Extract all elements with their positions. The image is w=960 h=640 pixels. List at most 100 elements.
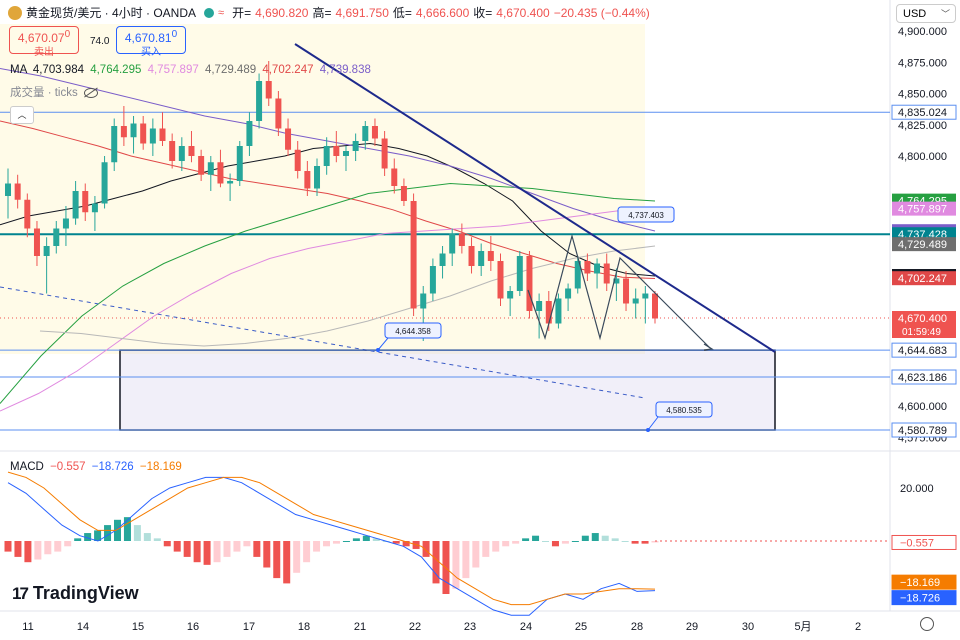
- macd-hist-bar-42: [422, 541, 430, 557]
- price-tag-10: 4,623.186: [898, 372, 947, 384]
- macd-hist-bar-15: [153, 538, 161, 541]
- price-annotation-2: 4,580.535: [666, 406, 702, 415]
- macd-hist-bar-51: [512, 541, 520, 544]
- macd-hist-bar-37: [372, 538, 380, 541]
- price-annotation-0: 4,737.403: [628, 211, 664, 220]
- spread-value: 74.0: [90, 36, 110, 47]
- wave-icon: ≈: [218, 6, 225, 19]
- macd-legend[interactable]: MACD −0.557 −18.726 −18.169: [10, 461, 182, 473]
- descending-trendline: [294, 43, 776, 353]
- macd-hist-bar-56: [561, 541, 569, 544]
- macd-hist-bar-33: [332, 541, 340, 544]
- macd-hist-bar-1: [14, 541, 22, 557]
- candle-body-12: [120, 126, 127, 138]
- price-tag-bg-8: [892, 311, 956, 325]
- candle-body-6: [62, 218, 69, 229]
- candle-body-34: [333, 146, 340, 156]
- x-tick-label-11: 28: [631, 621, 643, 633]
- macd-hist-bar-43: [432, 541, 440, 584]
- annotation-dot-2: [646, 428, 650, 432]
- buy-button[interactable]: 4,670.810 买入: [116, 26, 186, 58]
- macd-hist-bar-26: [263, 541, 271, 568]
- collapse-legend-button[interactable]: ︿: [10, 106, 34, 124]
- dashed-trendline: [0, 286, 646, 399]
- candle-body-46: [449, 233, 456, 254]
- symbol-title[interactable]: 黄金现货/美元 · 4小时 · OANDA: [26, 6, 197, 20]
- macd-hist-bar-63: [631, 541, 639, 544]
- open-value: 4,690.820: [255, 5, 309, 20]
- price-annotation-box-2: [655, 401, 713, 418]
- macd-hist-bar-12: [123, 517, 131, 541]
- ma-value-6: 4,739.838: [319, 64, 371, 76]
- eye-hidden-icon[interactable]: [83, 87, 98, 98]
- sell-price-sup: 0: [64, 29, 71, 40]
- macd-hist-bar-58: [581, 535, 589, 541]
- candle-body-45: [439, 253, 446, 266]
- ma-legend[interactable]: MA 4,703.984 4,764.295 4,757.897 4,729.4…: [10, 64, 371, 76]
- candle-body-49: [478, 251, 485, 266]
- price-tag-2: 4,757.897: [898, 204, 947, 216]
- candle-body-2: [24, 199, 31, 229]
- sell-button[interactable]: 4,670.070 卖出: [9, 26, 79, 58]
- candle-body-59: [574, 261, 581, 289]
- candle-body-4: [43, 246, 50, 256]
- price-tag-bg-10: [891, 369, 957, 385]
- countdown-bg: [892, 325, 956, 338]
- buy-price-sup: 0: [171, 29, 178, 40]
- macd-line-tag-bg: [891, 590, 957, 606]
- macd-hist-bar-60: [601, 535, 609, 541]
- price-tag-bg-2: [892, 201, 956, 216]
- candle-body-24: [236, 146, 243, 181]
- candle-body-40: [391, 168, 398, 186]
- macd-hist-bar-30: [303, 541, 311, 563]
- macd-line-tag: −18.726: [900, 593, 940, 605]
- y-tick-label-4: 4,800.000: [898, 151, 947, 163]
- macd-hist-bar-55: [551, 541, 559, 547]
- tradingview-logo-icon: 17: [12, 583, 29, 603]
- currency-select[interactable]: USD ﹀: [896, 4, 956, 23]
- macd-hist-bar-49: [492, 541, 500, 552]
- macd-hist-bar-0: [4, 541, 12, 552]
- candle-body-8: [82, 191, 89, 213]
- candle-body-55: [536, 301, 543, 311]
- macd-signal_line: [7, 471, 656, 606]
- low-label: 低=: [392, 6, 412, 20]
- y-tick-label-5: 4,600.000: [898, 401, 947, 413]
- price-annotation-1: 4,644.358: [395, 327, 431, 336]
- price-tag-bg-5: [892, 237, 956, 252]
- candle-body-42: [410, 201, 417, 309]
- sell-price: 4,670.07: [17, 31, 65, 45]
- candle-body-30: [294, 149, 301, 171]
- gear-icon[interactable]: [920, 617, 934, 631]
- price-tag-bg-11: [891, 422, 957, 438]
- macd-hist-bar-5: [54, 541, 62, 552]
- x-tick-label-14: 5月: [794, 621, 811, 633]
- countdown-label: 01:59:49: [902, 327, 941, 338]
- candle-body-33: [323, 146, 330, 166]
- candle-body-14: [140, 123, 147, 144]
- change-value: −20.435 (−0.44%): [553, 5, 650, 20]
- x-tick-label-2: 15: [132, 621, 144, 633]
- candle-body-62: [603, 263, 610, 284]
- macd-hist-bar-19: [193, 541, 201, 563]
- macd-hist-bar-32: [323, 541, 331, 547]
- volume-legend[interactable]: 成交量 · ticks: [10, 84, 98, 100]
- macd-hist-bar-4: [44, 541, 52, 555]
- candle-body-54: [526, 256, 533, 311]
- candle-body-56: [545, 301, 552, 324]
- target-zone-box: [119, 349, 776, 431]
- x-tick-label-6: 21: [354, 621, 366, 633]
- macd-hist-bar-65: [651, 541, 659, 543]
- macd-hist-bar-2: [24, 541, 32, 563]
- candle-body-58: [565, 288, 572, 299]
- macd-hist-bar-8: [84, 533, 92, 541]
- candle-body-38: [371, 126, 378, 139]
- candle-body-17: [169, 141, 176, 161]
- close-value: 4,670.400: [496, 5, 550, 20]
- tradingview-logo[interactable]: 17 TradingView: [12, 583, 139, 604]
- buy-price: 4,670.81: [124, 31, 172, 45]
- candle-body-52: [507, 291, 514, 299]
- macd-hist-bar-24: [243, 541, 251, 547]
- candle-body-47: [458, 233, 465, 246]
